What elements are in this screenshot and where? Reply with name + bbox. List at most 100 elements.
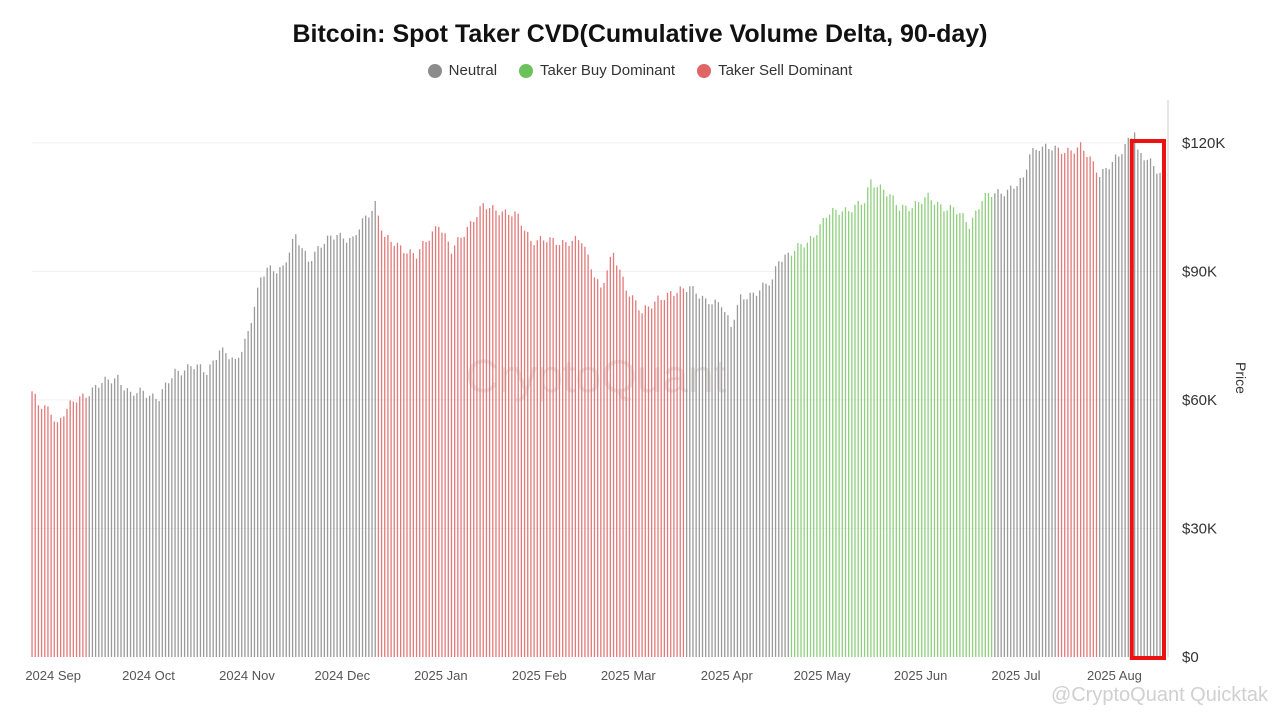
price-bar-neutral: [1146, 159, 1148, 657]
price-bar-neutral: [774, 266, 777, 657]
price-bar-neutral: [746, 299, 748, 657]
price-bar-neutral: [1025, 169, 1028, 658]
price-bar-buy: [816, 235, 818, 657]
price-bar-sell: [577, 240, 580, 657]
price-bar-buy: [956, 214, 958, 658]
price-bar-neutral: [225, 353, 227, 657]
price-bar-sell: [399, 245, 402, 658]
price-bar-buy: [921, 203, 923, 657]
price-bar-sell: [625, 290, 627, 657]
price-bar-neutral: [1114, 154, 1117, 657]
price-bar-neutral: [365, 215, 367, 657]
price-bar-neutral: [1124, 144, 1126, 657]
y-tick-label: $90K: [1182, 263, 1217, 280]
price-bar-sell: [514, 211, 516, 657]
price-bar-neutral: [263, 276, 265, 657]
price-bar-sell: [1089, 156, 1091, 657]
price-bar-buy: [813, 237, 815, 658]
price-bar-neutral: [260, 277, 262, 657]
price-bar-sell: [536, 240, 538, 657]
price-bar-sell: [75, 402, 78, 657]
price-bar-neutral: [1118, 156, 1120, 657]
price-bar-sell: [479, 206, 481, 658]
price-bar-sell: [31, 391, 33, 657]
price-bar-buy: [790, 255, 793, 657]
price-bar-sell: [409, 249, 411, 657]
price-bar-buy: [902, 204, 904, 657]
price-bar-neutral: [222, 347, 224, 657]
price-bar-buy: [803, 247, 805, 657]
price-bar-neutral: [765, 283, 767, 657]
price-bar-sell: [1070, 150, 1072, 657]
price-bar-sell: [476, 216, 478, 658]
price-bar-buy: [870, 179, 872, 657]
price-bar-neutral: [307, 261, 310, 657]
price-bar-neutral: [1156, 173, 1158, 657]
price-bar-neutral: [727, 315, 729, 657]
price-bar-buy: [886, 196, 888, 657]
legend-dot-taker-sell-icon: [697, 63, 712, 78]
price-bar-sell: [584, 246, 586, 658]
price-bar-neutral: [190, 366, 192, 657]
price-bar-buy: [981, 201, 983, 658]
price-bar-neutral: [330, 235, 332, 657]
price-bar-sell: [523, 230, 526, 657]
price-bar-neutral: [98, 387, 100, 657]
price-bar-sell: [396, 242, 399, 657]
price-bar-buy: [857, 200, 859, 657]
price-bar-neutral: [218, 350, 221, 657]
price-bar-sell: [651, 308, 653, 657]
price-bar-sell: [501, 211, 503, 657]
price-bar-buy: [908, 211, 910, 657]
price-bar-buy: [940, 204, 942, 657]
price-bar-neutral: [145, 397, 148, 657]
y-tick-label: $0: [1182, 649, 1199, 666]
price-bar-buy: [911, 207, 913, 657]
x-tick-label: 2025 Aug: [1087, 668, 1142, 683]
price-bar-sell: [457, 237, 459, 657]
price-bar-sell: [466, 226, 469, 657]
price-bar-neutral: [288, 252, 291, 657]
price-bar-buy: [936, 201, 939, 657]
price-bar-buy: [822, 217, 824, 657]
price-bar-neutral: [1019, 177, 1021, 657]
price-bar-buy: [971, 217, 974, 657]
price-bar-buy: [898, 210, 901, 657]
price-bar-neutral: [158, 401, 160, 657]
price-bar-neutral: [778, 261, 780, 657]
price-bar-buy: [797, 242, 799, 658]
price-bar-neutral: [1045, 143, 1047, 658]
price-bar-buy: [879, 184, 882, 657]
price-bar-sell: [527, 231, 529, 657]
x-tick-label: 2024 Nov: [219, 668, 275, 683]
price-bar-sell: [412, 253, 414, 658]
price-bar-sell: [1076, 147, 1079, 657]
price-bar-neutral: [326, 235, 329, 657]
y-tick-label: $120K: [1182, 135, 1225, 152]
price-bar-neutral: [174, 368, 176, 657]
price-bar-sell: [390, 241, 392, 657]
price-bar-neutral: [997, 189, 999, 657]
price-bar-buy: [873, 187, 875, 657]
price-bar-neutral: [1133, 132, 1136, 657]
price-bar-neutral: [237, 357, 240, 657]
price-bar-neutral: [787, 252, 789, 657]
highlight-box: [1129, 139, 1167, 660]
price-bar-neutral: [94, 384, 97, 657]
price-bar-sell: [660, 300, 662, 657]
legend-item-taker-buy[interactable]: Taker Buy Dominant: [519, 62, 675, 79]
price-bar-neutral: [117, 374, 119, 657]
price-bar-buy: [838, 214, 840, 657]
legend-item-taker-sell[interactable]: Taker Sell Dominant: [697, 62, 852, 79]
price-bar-sell: [670, 291, 672, 657]
legend-item-neutral[interactable]: Neutral: [427, 62, 497, 79]
y-tick-label: $60K: [1182, 392, 1217, 409]
price-bar-buy: [889, 194, 891, 657]
price-bar-neutral: [368, 217, 370, 657]
price-bar-sell: [34, 393, 36, 657]
price-bar-neutral: [1102, 168, 1104, 657]
price-bar-neutral: [692, 285, 694, 657]
price-bar-sell: [1067, 147, 1069, 658]
gridlines: [32, 142, 1160, 529]
